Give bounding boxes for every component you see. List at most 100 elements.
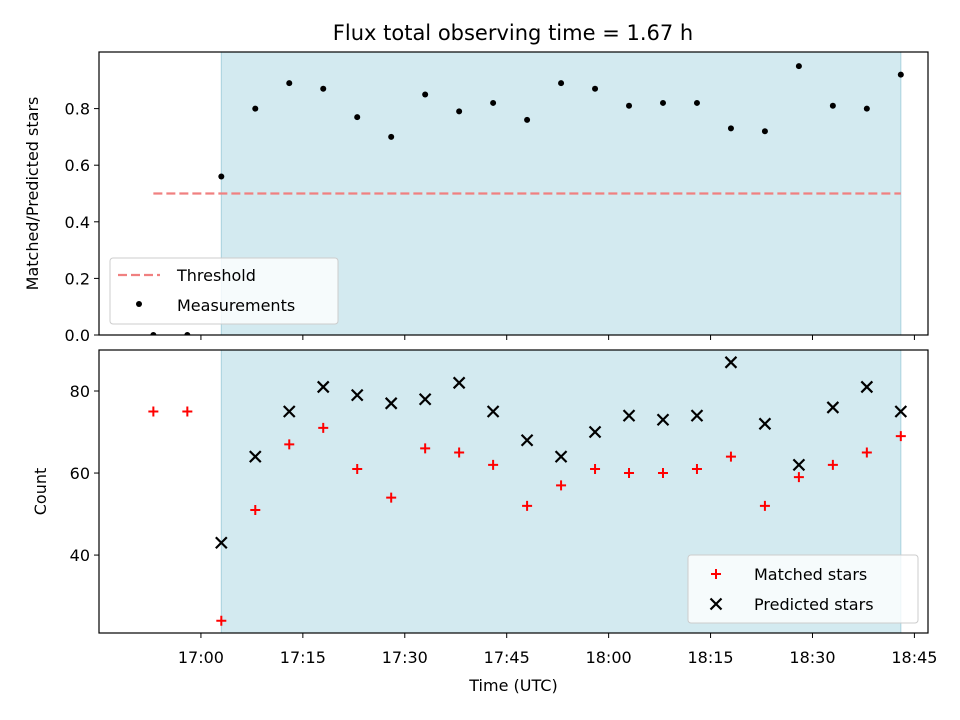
measurement-point	[626, 102, 633, 109]
measurement-point	[897, 71, 904, 78]
y-tick-label: 0.2	[65, 269, 90, 288]
matched-point	[725, 451, 736, 462]
matched-point	[250, 504, 261, 515]
predicted-point	[350, 388, 364, 402]
matched-point	[386, 492, 397, 503]
x-tick-label: 18:00	[586, 648, 632, 667]
predicted-point	[622, 409, 636, 422]
y-tick-label: 0.6	[65, 156, 90, 175]
measurement-point	[693, 99, 700, 106]
measurement-point	[320, 85, 327, 92]
x-tick-label: 17:00	[178, 648, 224, 667]
matched-point	[216, 615, 227, 626]
matched-point	[793, 472, 804, 483]
y-tick-label: 0.0	[65, 326, 90, 345]
predicted-point	[384, 397, 398, 410]
matched-point	[420, 443, 431, 454]
matched-point	[657, 468, 668, 479]
legend-box	[687, 554, 919, 624]
legend-label: Threshold	[176, 266, 256, 285]
matched-point	[522, 500, 533, 511]
predicted-point	[316, 380, 330, 394]
measurement-point	[795, 63, 802, 70]
measurement-point	[761, 128, 768, 135]
matched-point	[182, 406, 193, 417]
predicted-point	[249, 450, 262, 463]
measurement-point	[727, 125, 734, 132]
x-tick-label: 18:15	[688, 648, 734, 667]
legend-label: Predicted stars	[754, 595, 874, 614]
predicted-point	[215, 536, 228, 550]
measurement-point	[252, 105, 259, 112]
predicted-point	[826, 401, 840, 414]
measurement-point	[829, 102, 836, 109]
matched-point	[454, 447, 465, 458]
y-tick-label: 0.8	[65, 100, 90, 119]
measurement-point	[184, 332, 191, 335]
legend-label: Matched stars	[754, 565, 867, 584]
predicted-point	[588, 425, 602, 439]
measurement-point	[659, 99, 666, 106]
measurement-point	[524, 116, 531, 123]
matched-point	[691, 463, 702, 474]
chart-title: Flux total observing time = 1.67 h	[333, 21, 693, 45]
legend-measurement-swatch	[136, 301, 142, 307]
matched-point	[624, 468, 635, 479]
matched-point	[861, 447, 872, 458]
predicted-point	[860, 380, 874, 394]
ratio-panel: 0.0 0.2 0.4 0.6 0.8 Matched/Predicted stars Th…	[23, 51, 929, 345]
matched-point	[352, 463, 363, 474]
y-axis-label: Count	[31, 468, 50, 516]
plot-area	[148, 356, 908, 626]
axes-frame	[98, 51, 929, 336]
matched-point	[488, 459, 499, 470]
measurement-point	[218, 173, 225, 180]
matched-point	[556, 480, 567, 491]
predicted-point	[452, 376, 466, 390]
y-tick-label: 0.4	[65, 213, 90, 232]
measurement-point	[422, 91, 429, 98]
matched-point	[759, 500, 770, 511]
measurement-point	[558, 80, 565, 87]
predicted-point	[486, 405, 500, 418]
y-tick-label: 80	[70, 382, 90, 401]
x-tick-label: 17:15	[280, 648, 326, 667]
predicted-point	[894, 405, 908, 418]
x-tick-label: 17:30	[382, 648, 428, 667]
matched-point	[318, 422, 329, 433]
measurement-point	[388, 133, 395, 140]
measurement-point	[354, 114, 361, 121]
predicted-point	[554, 450, 568, 463]
measurement-point	[592, 85, 599, 92]
measurement-point	[456, 108, 463, 115]
legend-box	[109, 257, 339, 325]
axes-frame	[98, 349, 929, 634]
matched-point	[148, 406, 159, 417]
matched-point	[590, 463, 601, 474]
measurement-point	[490, 99, 497, 106]
y-tick-label: 40	[70, 546, 90, 565]
x-tick-label: 18:45	[891, 648, 937, 667]
legend-matched-swatch	[711, 569, 721, 579]
legend-predicted-swatch	[709, 597, 723, 611]
plot-area	[150, 63, 904, 335]
predicted-point	[656, 413, 670, 427]
predicted-point	[282, 405, 296, 418]
matched-point	[827, 459, 838, 470]
predicted-point	[758, 417, 772, 431]
legend-label: Measurements	[177, 296, 295, 315]
x-axis-label: Time (UTC)	[468, 676, 557, 695]
measurement-point	[863, 105, 870, 112]
count-panel: 40 60 80 17:00 17:15 17:30 17:45 18:00 18:15 18:3…	[31, 349, 937, 695]
predicted-point	[792, 458, 806, 472]
x-tick-label: 17:45	[484, 648, 530, 667]
matched-point	[284, 439, 295, 450]
predicted-point	[520, 433, 534, 447]
x-tick-label: 18:30	[789, 648, 835, 667]
y-tick-label: 60	[70, 464, 90, 483]
matched-point	[895, 431, 906, 442]
predicted-point	[418, 392, 432, 406]
y-axis-label: Matched/Predicted stars	[23, 97, 42, 291]
